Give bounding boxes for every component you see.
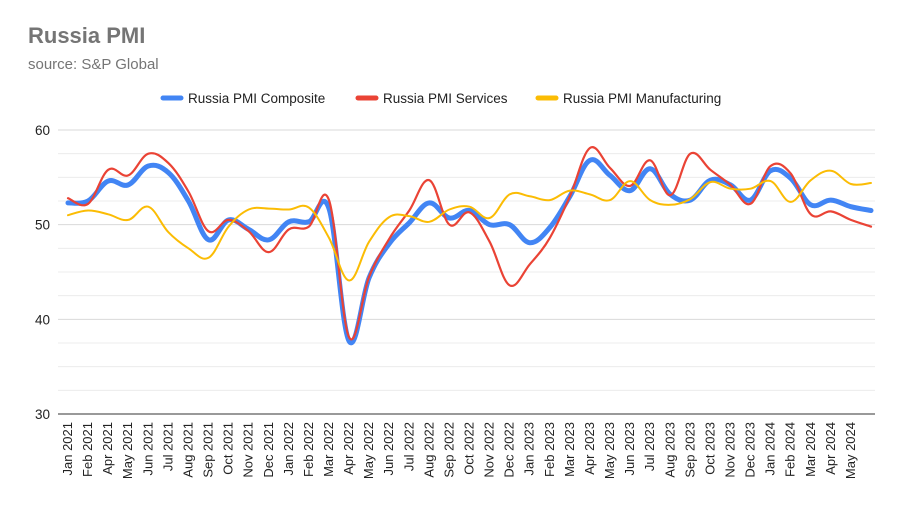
- x-tick-label: Nov 2023: [722, 422, 737, 478]
- x-tick-label: Sep 2023: [682, 422, 697, 478]
- x-tick-label: Nov 2021: [241, 422, 256, 478]
- series-line-russia-pmi-manufacturing: [67, 169, 872, 282]
- x-tick-label: Jul 2023: [642, 422, 657, 471]
- series-line-russia-pmi-services: [66, 146, 873, 341]
- x-tick-label: May 2023: [602, 422, 617, 479]
- series-lines: [65, 146, 874, 346]
- series-line-russia-pmi-composite: [65, 157, 874, 346]
- x-tick-label: Jul 2022: [401, 422, 416, 471]
- x-tick-label: Dec 2022: [502, 422, 517, 478]
- x-tick-label: Dec 2021: [261, 422, 276, 478]
- x-tick-label: Oct 2023: [702, 422, 717, 475]
- x-tick-label: Jan 2021: [60, 422, 75, 476]
- x-tick-label: Jan 2023: [522, 422, 537, 476]
- y-axis: 30 40 50 60: [35, 123, 50, 422]
- x-tick-label: Aug 2022: [421, 422, 436, 478]
- x-tick-label: Feb 2021: [80, 422, 95, 477]
- x-tick-label: Mar 2023: [562, 422, 577, 477]
- legend: Russia PMI Composite Russia PMI Services R…: [160, 91, 721, 106]
- x-tick-label: Jul 2021: [160, 422, 175, 471]
- x-tick-label: Jun 2021: [140, 422, 155, 476]
- x-tick-label: May 2024: [843, 422, 858, 479]
- chart-subtitle: source: S&P Global: [28, 56, 159, 73]
- x-tick-label: Oct 2022: [462, 422, 477, 475]
- y-tick-label: 60: [35, 123, 50, 138]
- x-tick-label: Mar 2024: [803, 422, 818, 477]
- x-tick-label: May 2021: [120, 422, 135, 479]
- x-tick-label: Feb 2024: [783, 422, 798, 477]
- x-tick-label: Feb 2023: [542, 422, 557, 477]
- x-tick-label: Jun 2022: [381, 422, 396, 476]
- x-tick-label: Apr 2022: [341, 422, 356, 475]
- x-tick-label: Jan 2024: [763, 422, 778, 476]
- x-tick-label: Apr 2021: [100, 422, 115, 475]
- legend-label: Russia PMI Composite: [188, 91, 325, 106]
- x-tick-label: May 2022: [361, 422, 376, 479]
- x-tick-label: Feb 2022: [301, 422, 316, 477]
- x-tick-label: Sep 2021: [201, 422, 216, 478]
- x-tick-label: Aug 2021: [180, 422, 195, 478]
- x-axis: Jan 2021 Feb 2021 Apr 2021 May 2021 Jun 2021…: [60, 422, 858, 479]
- gridlines: [58, 129, 875, 415]
- x-tick-label: Apr 2023: [582, 422, 597, 475]
- x-tick-label: Oct 2021: [221, 422, 236, 475]
- x-tick-label: Dec 2023: [743, 422, 758, 478]
- x-tick-label: Aug 2023: [662, 422, 677, 478]
- legend-label: Russia PMI Services: [383, 91, 508, 106]
- x-tick-label: Nov 2022: [482, 422, 497, 478]
- x-tick-label: Sep 2022: [441, 422, 456, 478]
- y-tick-label: 30: [35, 407, 50, 422]
- x-tick-label: Mar 2022: [321, 422, 336, 477]
- x-tick-label: Jun 2023: [622, 422, 637, 476]
- legend-label: Russia PMI Manufacturing: [563, 91, 721, 106]
- y-tick-label: 50: [35, 218, 50, 233]
- chart-title: Russia PMI: [28, 23, 145, 48]
- y-tick-label: 40: [35, 312, 50, 327]
- x-tick-label: Jan 2022: [281, 422, 296, 476]
- x-tick-label: Apr 2024: [823, 422, 838, 475]
